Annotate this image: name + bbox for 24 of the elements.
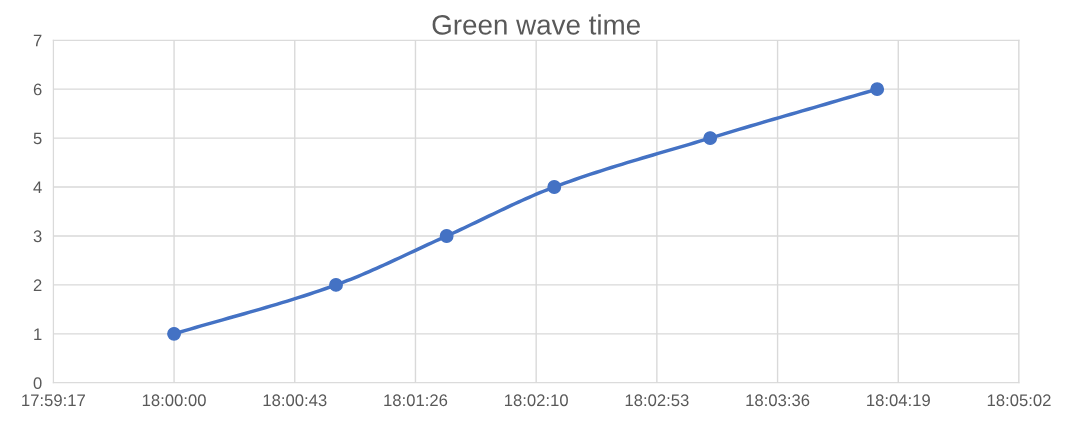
point	[439, 229, 454, 243]
point	[547, 180, 562, 194]
point	[329, 277, 343, 292]
y-tick-label: 1	[34, 328, 42, 340]
y-tick-label: 4	[33, 181, 42, 194]
point	[167, 326, 181, 341]
x-tick-label: 18:03:36	[746, 394, 810, 407]
y-tick-label: 7	[33, 34, 42, 47]
x-tick-label: 18:02:10	[505, 394, 568, 407]
y-tick-label: 6	[33, 83, 42, 96]
x-tick-label: 17:59:17	[22, 394, 85, 407]
x-tick-label: 18:00:43	[263, 394, 327, 407]
x-tick-label: 18:00:00	[142, 394, 206, 407]
x-tick-label: 18:05:02	[987, 394, 1051, 407]
x-tick-label: 18:01:26	[384, 394, 448, 407]
y-tick-label: 3	[33, 230, 42, 243]
y-tick-label: 5	[33, 132, 42, 145]
point	[870, 82, 885, 97]
x-tick-label: 18:02:53	[625, 394, 689, 407]
x-tick-label: 18:04:19	[867, 394, 930, 407]
y-tick-label: 2	[33, 279, 42, 291]
y-tick-label: 0	[33, 377, 42, 390]
point	[703, 131, 718, 146]
chart-title: Green wave time	[432, 14, 640, 35]
